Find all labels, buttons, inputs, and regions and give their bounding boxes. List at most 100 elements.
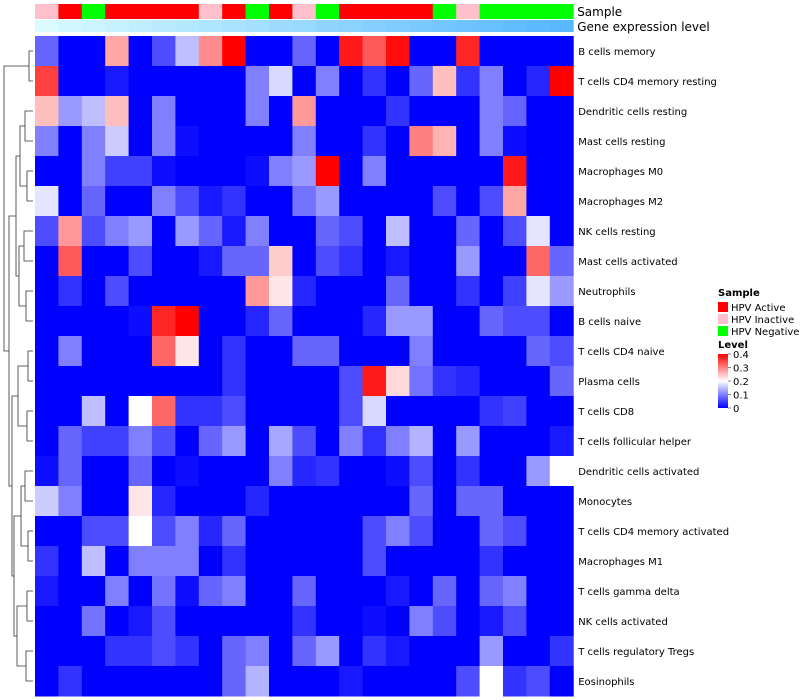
heatmap-cell [409, 126, 434, 157]
heatmap-cell [175, 666, 200, 697]
dendrogram-branch [20, 485, 28, 547]
heatmap-cell [549, 666, 574, 697]
heatmap-cell [58, 156, 83, 187]
heatmap-cell [81, 216, 106, 247]
heatmap-cell [152, 576, 176, 607]
heatmap-cell [198, 486, 223, 517]
heatmap-cell [269, 66, 293, 97]
heatmap-cell [386, 516, 410, 547]
expression-annotation-cell [35, 20, 59, 32]
heatmap-cell [175, 156, 200, 187]
heatmap-cell [456, 636, 481, 667]
heatmap-cell [245, 426, 270, 457]
heatmap-cell [222, 246, 247, 277]
level-tick-label: 0.2 [733, 377, 749, 388]
heatmap-cell [315, 516, 340, 547]
heatmap-cell [58, 576, 83, 607]
dendrogram-branch [8, 215, 16, 487]
heatmap-cell [58, 486, 83, 517]
heatmap-cell [315, 246, 340, 277]
heatmap-cell [503, 516, 527, 547]
heatmap-cell [386, 66, 410, 97]
dendrogram-branch [11, 395, 18, 577]
heatmap-cell [292, 66, 317, 97]
row-label: Macrophages M1 [578, 557, 663, 568]
heatmap-cell [503, 666, 527, 697]
heatmap-cell [35, 456, 59, 487]
heatmap-cell [222, 396, 247, 427]
heatmap-cell [479, 606, 504, 637]
sample-annotation-cell [269, 4, 293, 19]
heatmap-cell [479, 636, 504, 667]
heatmap-cell [245, 636, 270, 667]
heatmap-cell [222, 36, 247, 67]
heatmap-cell [432, 96, 457, 127]
heatmap-cell [81, 546, 106, 577]
heatmap-cell [222, 606, 247, 637]
heatmap-cell [152, 246, 176, 277]
sample-annotation-cell [152, 4, 176, 19]
heatmap-cell [409, 576, 434, 607]
heatmap-cell [222, 516, 247, 547]
heatmap-cell [456, 456, 481, 487]
heatmap-cell [479, 36, 504, 67]
heatmap-cell [526, 366, 551, 397]
heatmap-cell [315, 426, 340, 457]
heatmap-cell [549, 516, 574, 547]
heatmap-cell [409, 246, 434, 277]
row-label: T cells gamma delta [577, 587, 679, 598]
heatmap-cell [128, 156, 153, 187]
heatmap-cell [245, 396, 270, 427]
heatmap-cell [409, 96, 434, 127]
dendrogram-branch [3, 65, 29, 352]
heatmap-cell [456, 306, 481, 337]
heatmap-cell [128, 396, 153, 427]
heatmap-cell [58, 36, 83, 67]
heatmap-cell [503, 36, 527, 67]
heatmap-cell [339, 336, 364, 367]
heatmap-cell [456, 36, 481, 67]
heatmap-cell [432, 156, 457, 187]
heatmap-cell [269, 546, 293, 577]
heatmap-cell [105, 126, 130, 157]
heatmap-cell [175, 456, 200, 487]
heatmap-cell [362, 96, 387, 127]
heatmap-cell [409, 606, 434, 637]
heatmap-cell [456, 666, 481, 697]
heatmap-cell [432, 636, 457, 667]
heatmap-cell [362, 366, 387, 397]
heatmap-cell [479, 366, 504, 397]
heatmap-cell [128, 306, 153, 337]
heatmap-cell [479, 186, 504, 217]
heatmap-cell [35, 366, 59, 397]
heatmap-cell [222, 126, 247, 157]
heatmap-cell [549, 456, 574, 487]
heatmap-cell [175, 606, 200, 637]
heatmap-cell [386, 126, 410, 157]
heatmap-cell [479, 516, 504, 547]
heatmap-cell [549, 246, 574, 277]
heatmap-cell [269, 426, 293, 457]
row-label: T cells CD8 [577, 407, 634, 418]
heatmap-cell [152, 456, 176, 487]
heatmap-cell [128, 516, 153, 547]
heatmap-cell [245, 156, 270, 187]
heatmap-cell [339, 96, 364, 127]
row-label: NK cells resting [578, 227, 655, 238]
heatmap-cell [409, 66, 434, 97]
heatmap-cell [362, 156, 387, 187]
heatmap-cell [58, 336, 83, 367]
heatmap-cell [152, 546, 176, 577]
heatmap-cell [152, 216, 176, 247]
heatmap-cell [456, 96, 481, 127]
heatmap-cell [456, 426, 481, 457]
heatmap-cell [105, 546, 130, 577]
dendrogram-branch [25, 650, 33, 682]
dendrogram-branch [25, 290, 33, 322]
dendrogram-branch [19, 125, 27, 187]
heatmap-cell [526, 456, 551, 487]
heatmap-cell [456, 366, 481, 397]
row-label: Monocytes [578, 497, 632, 508]
heatmap-cell [105, 576, 130, 607]
annotation-label-sample: Sample [577, 5, 622, 19]
